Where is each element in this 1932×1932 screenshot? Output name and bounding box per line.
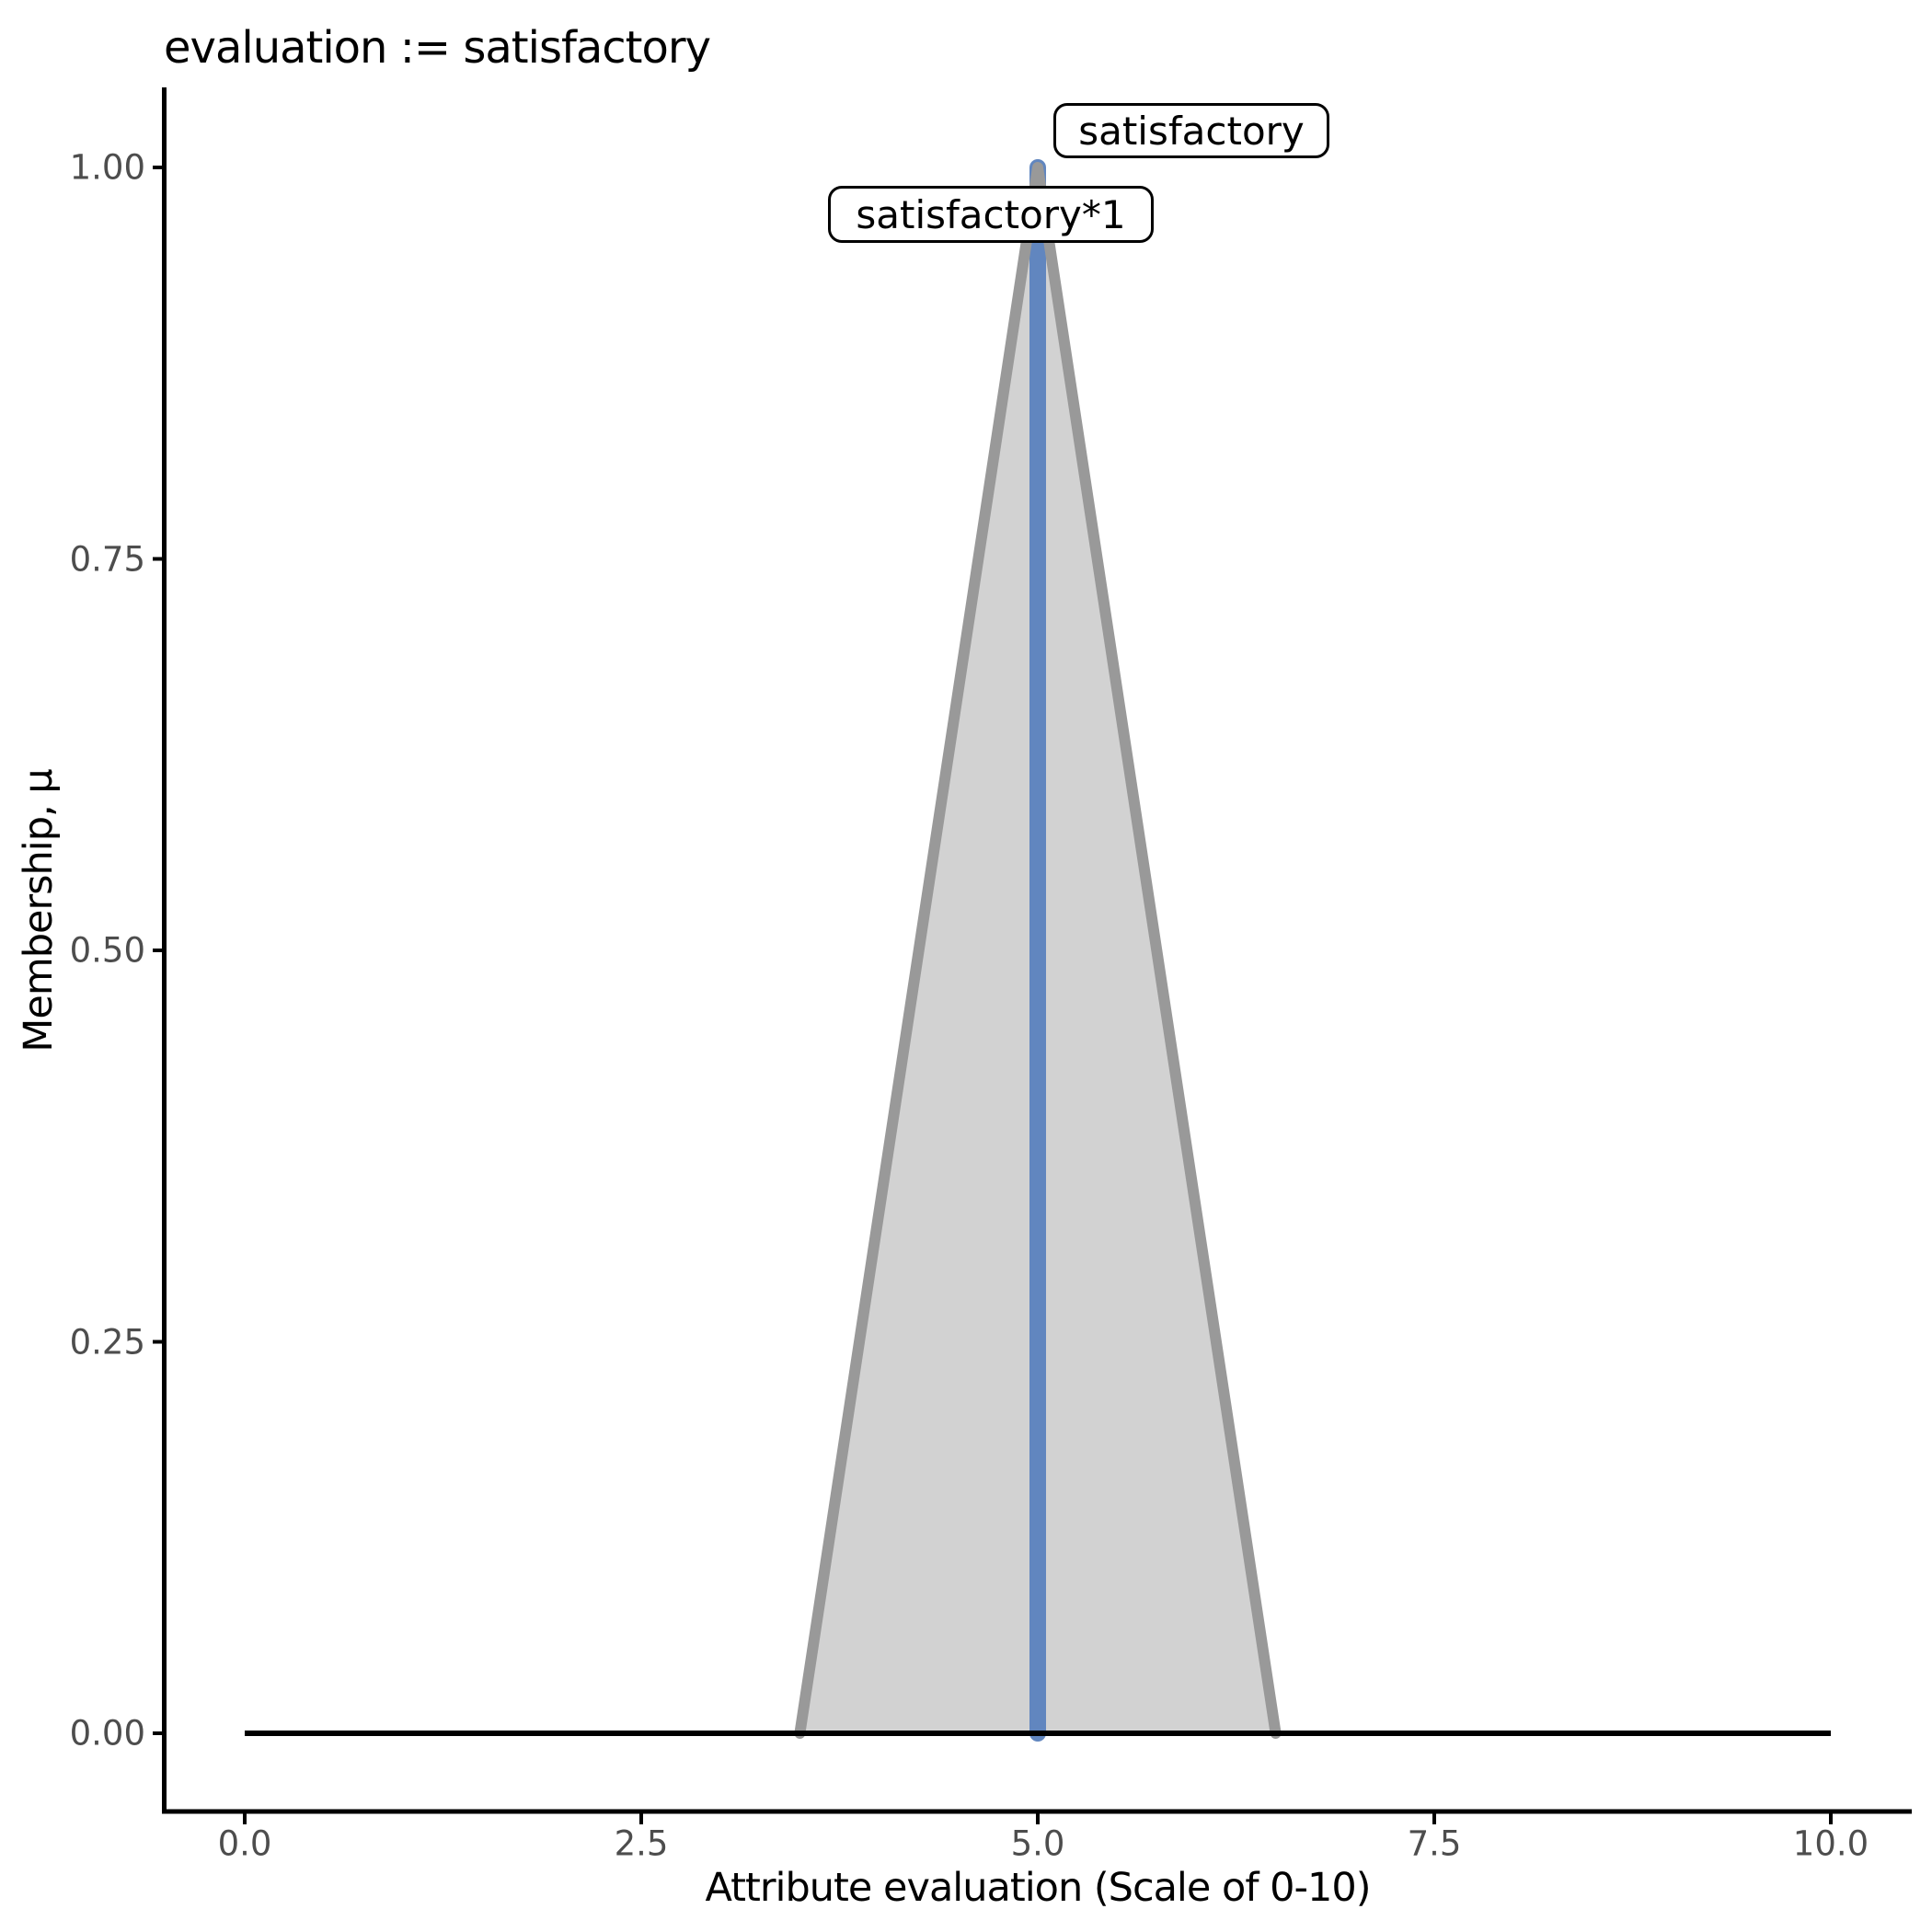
y-axis-ticks (153, 166, 163, 1735)
y-tick-label: 0.50 (69, 930, 145, 971)
annotation-satisfactory-cut-label: satisfactory*1 (828, 186, 1154, 243)
plot-title: evaluation := satisfactory (164, 22, 711, 74)
annotation-satisfactory-cut-text: satisfactory*1 (856, 191, 1126, 237)
y-axis-title: Membership, μ (16, 769, 62, 1052)
x-tick-label: 10.0 (1792, 1823, 1869, 1864)
membership-triangle-outline (794, 162, 1282, 1739)
x-tick-label: 2.5 (614, 1823, 669, 1864)
annotation-satisfactory-label: satisfactory (1053, 103, 1329, 158)
y-tick-label: 0.75 (69, 539, 145, 579)
x-axis-title: Attribute evaluation (Scale of 0-10) (705, 1865, 1372, 1911)
y-tick-label: 1.00 (69, 147, 145, 188)
x-axis-ticks (243, 1813, 1833, 1824)
x-tick-label: 0.0 (217, 1823, 272, 1864)
x-tick-label: 5.0 (1010, 1823, 1065, 1864)
x-tick-label: 7.5 (1407, 1823, 1462, 1864)
annotation-satisfactory-text: satisfactory (1078, 108, 1305, 154)
y-tick-label: 0.25 (69, 1322, 145, 1362)
y-tick-label: 0.00 (69, 1713, 145, 1754)
